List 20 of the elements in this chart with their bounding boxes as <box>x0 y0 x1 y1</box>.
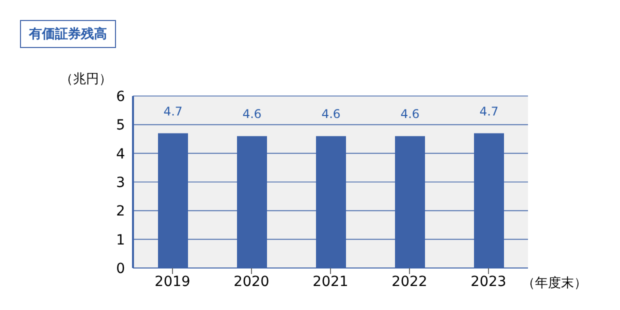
x-tick-label: 2023 <box>470 274 506 290</box>
x-tick-label: 2021 <box>312 274 348 290</box>
y-tick-label: 0 <box>116 260 125 277</box>
data-label: 4.6 <box>242 107 262 122</box>
x-tick-label: 2022 <box>392 274 428 290</box>
data-label: 4.7 <box>163 104 183 118</box>
y-tick-label: 3 <box>116 174 125 191</box>
x-tick-label: 2019 <box>154 274 190 290</box>
y-tick-label: 1 <box>116 232 125 248</box>
y-tick-label: 6 <box>116 88 126 105</box>
data-label: 4.6 <box>400 107 420 122</box>
y-tick-label: 5 <box>116 118 125 134</box>
y-tick-label: 4 <box>116 146 126 162</box>
y-axis-title: （兆円） <box>60 71 112 88</box>
data-label: 4.6 <box>321 107 341 122</box>
chart-title: 有価証券残高 <box>20 20 116 48</box>
x-axis-title: （年度末） <box>522 275 587 292</box>
data-label: 4.7 <box>479 104 499 118</box>
x-tick-label: 2020 <box>234 274 270 290</box>
y-tick-label: 2 <box>116 204 125 220</box>
